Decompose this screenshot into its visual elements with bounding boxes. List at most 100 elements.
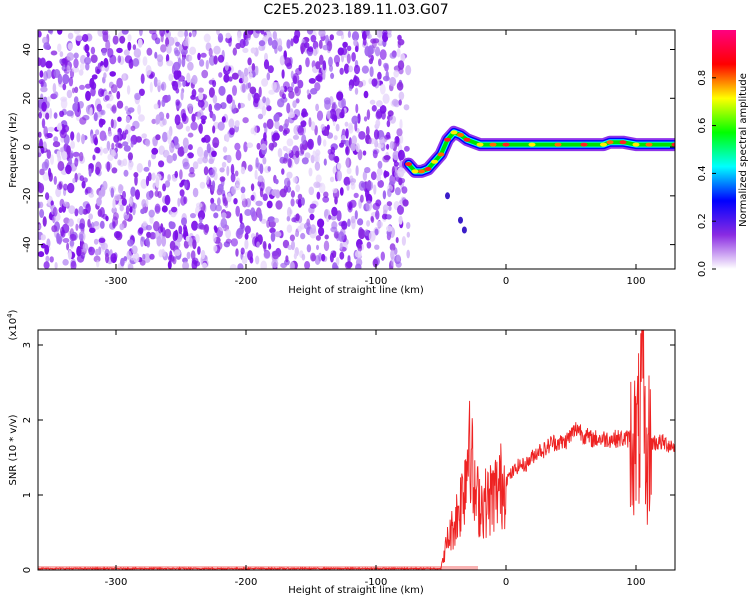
noise-speck [66,242,70,251]
noise-speck [166,154,174,164]
noise-speck [82,242,89,252]
noise-speck [44,244,50,255]
noise-speck [282,129,288,136]
y-tick-label: 2 [22,417,33,423]
noise-speck [189,166,195,175]
noise-speck [96,103,103,112]
noise-speck [41,101,47,112]
noise-speck [270,232,276,242]
noise-speck [167,260,172,269]
noise-speck [271,39,278,50]
noise-speck [267,216,275,223]
noise-speck [140,73,145,84]
noise-speck [271,259,279,269]
noise-speck [149,215,154,224]
noise-speck [68,76,74,87]
noise-speck [111,207,117,214]
noise-speck [233,184,241,191]
noise-speck [57,73,63,85]
noise-speck [67,42,73,51]
noise-speck [304,152,311,159]
noise-speck [182,137,189,149]
noise-speck [212,232,217,243]
noise-speck [221,161,227,168]
noise-speck [126,85,131,95]
noise-speck [197,52,201,61]
noise-speck [164,194,171,206]
noise-speck [383,134,391,140]
noise-speck [43,70,48,81]
noise-speck [127,107,135,113]
noise-speck [274,120,280,130]
noise-speck [286,171,293,179]
noise-speck [301,134,307,145]
noise-speck [168,73,174,82]
noise-speck [76,254,85,263]
noise-speck [355,263,362,269]
noise-speck [314,161,321,171]
noise-speck [290,70,294,80]
noise-speck [57,30,63,35]
noise-speck [262,193,268,201]
noise-speck [400,53,406,62]
noise-speck [243,67,249,77]
noise-speck [104,95,110,101]
noise-speck [161,83,165,91]
noise-speck [383,62,389,69]
noise-speck [266,219,270,228]
snr-y-axis-label: SNR (10 * v/v) [8,414,19,485]
noise-speck [50,154,54,165]
noise-speck [219,167,225,173]
noise-speck [112,212,119,221]
noise-speck [310,252,316,262]
noise-speck [212,137,220,149]
noise-speck [256,142,261,150]
noise-speck [393,69,400,78]
noise-speck [377,71,382,80]
noise-speck [158,249,164,258]
noise-speck [124,105,129,111]
noise-speck [59,147,64,153]
noise-speck [162,250,166,257]
noise-speck [183,180,188,190]
noise-speck [70,131,75,141]
noise-speck [351,135,358,146]
noise-speck [45,60,53,69]
noise-speck [355,143,360,153]
noise-speck [287,206,292,218]
noise-speck [84,43,90,54]
noise-speck [341,220,348,230]
noise-speck [143,166,150,172]
noise-speck [258,44,265,52]
noise-speck [180,90,184,101]
noise-speck [390,249,395,260]
noise-speck [217,197,221,206]
noise-speck [268,243,272,250]
noise-speck [331,206,338,217]
noise-speck [50,200,54,206]
noise-speck [57,43,62,53]
noise-speck [52,141,61,148]
noise-speck [339,67,344,75]
noise-speck [100,242,108,250]
noise-speck [200,115,207,121]
noise-speck [285,255,289,263]
trace-point [580,142,588,147]
y-tick-label: 3 [22,342,33,348]
noise-speck [145,175,150,187]
noise-speck [98,190,103,200]
noise-speck [157,79,161,86]
noise-speck [378,58,382,67]
noise-speck [210,197,215,204]
noise-speck [282,81,290,90]
noise-speck [122,141,129,147]
noise-speck [201,69,209,79]
noise-speck [140,208,146,215]
noise-speck [174,49,181,57]
noise-speck [61,58,67,64]
noise-speck [146,231,152,238]
noise-speck [47,126,55,132]
noise-speck [300,145,305,155]
noise-speck [155,134,161,141]
